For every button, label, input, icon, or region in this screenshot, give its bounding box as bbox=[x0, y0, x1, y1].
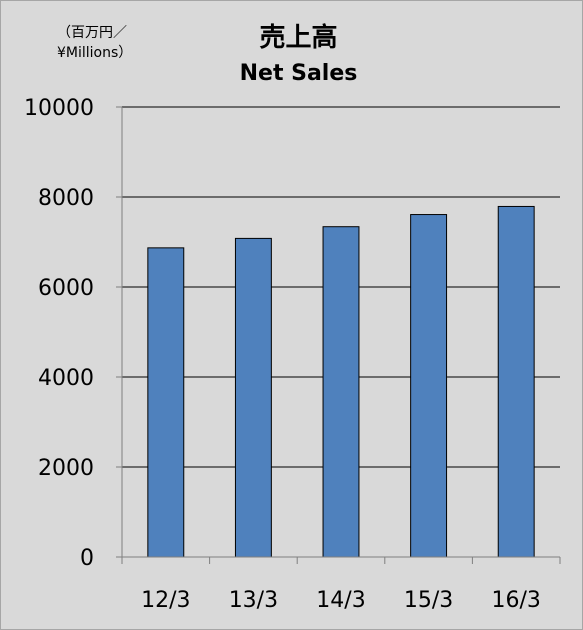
bar-12-3 bbox=[148, 248, 184, 557]
x-tick-label-2: 14/3 bbox=[316, 588, 365, 613]
y-tick-label-3: 6000 bbox=[38, 276, 94, 301]
bar-14-3 bbox=[323, 227, 359, 557]
bar-13-3 bbox=[235, 238, 271, 557]
bar-15-3 bbox=[411, 215, 447, 557]
y-tick-label-5: 10000 bbox=[24, 96, 94, 121]
y-tick-label-1: 2000 bbox=[38, 456, 94, 481]
x-tick-label-1: 13/3 bbox=[229, 588, 278, 613]
y-tick-label-0: 0 bbox=[80, 546, 94, 571]
bar-16-3 bbox=[498, 206, 534, 557]
x-tick-label-4: 16/3 bbox=[491, 588, 540, 613]
y-tick-labels: 0 2000 4000 6000 8000 10000 bbox=[24, 96, 94, 571]
y-tick-label-4: 8000 bbox=[38, 186, 94, 211]
x-tick-label-3: 15/3 bbox=[404, 588, 453, 613]
y-tick-label-2: 4000 bbox=[38, 366, 94, 391]
x-tick-labels: 12/3 13/3 14/3 15/3 16/3 bbox=[141, 588, 541, 613]
bars bbox=[148, 206, 534, 557]
x-tick-label-0: 12/3 bbox=[141, 588, 190, 613]
